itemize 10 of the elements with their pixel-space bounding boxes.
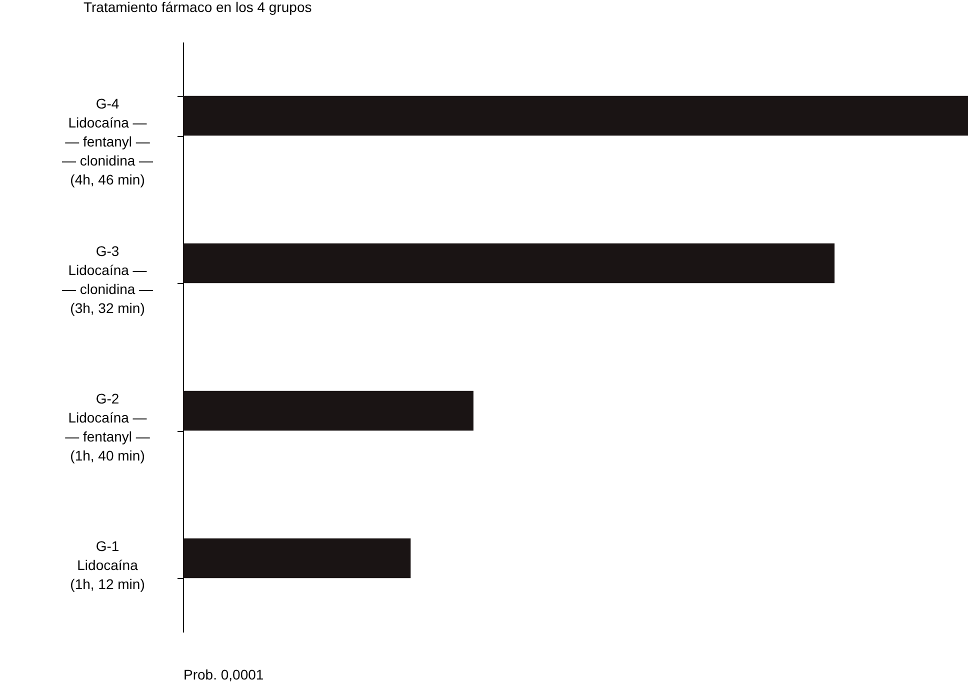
chart-title: Tratamiento fármaco en los 4 grupos xyxy=(83,0,312,15)
y-tick-label: G-1 Lidocaína (1h, 12 min) xyxy=(70,538,145,592)
bar xyxy=(183,96,968,136)
bar xyxy=(183,390,474,431)
bar xyxy=(183,243,835,284)
bar xyxy=(183,538,411,578)
y-tick-label: G-3 Lidocaína — — clonidina — (3h, 32 min) xyxy=(62,242,154,316)
text: Prob. 0,0001 xyxy=(184,666,264,682)
y-tick-label: G-2 Lidocaína — — fentanyl — (1h, 40 min) xyxy=(65,390,150,464)
y-tick-label: G-4 Lidocaína — — fentanyl — — clonidina — (4h, 46 min) xyxy=(62,95,154,188)
